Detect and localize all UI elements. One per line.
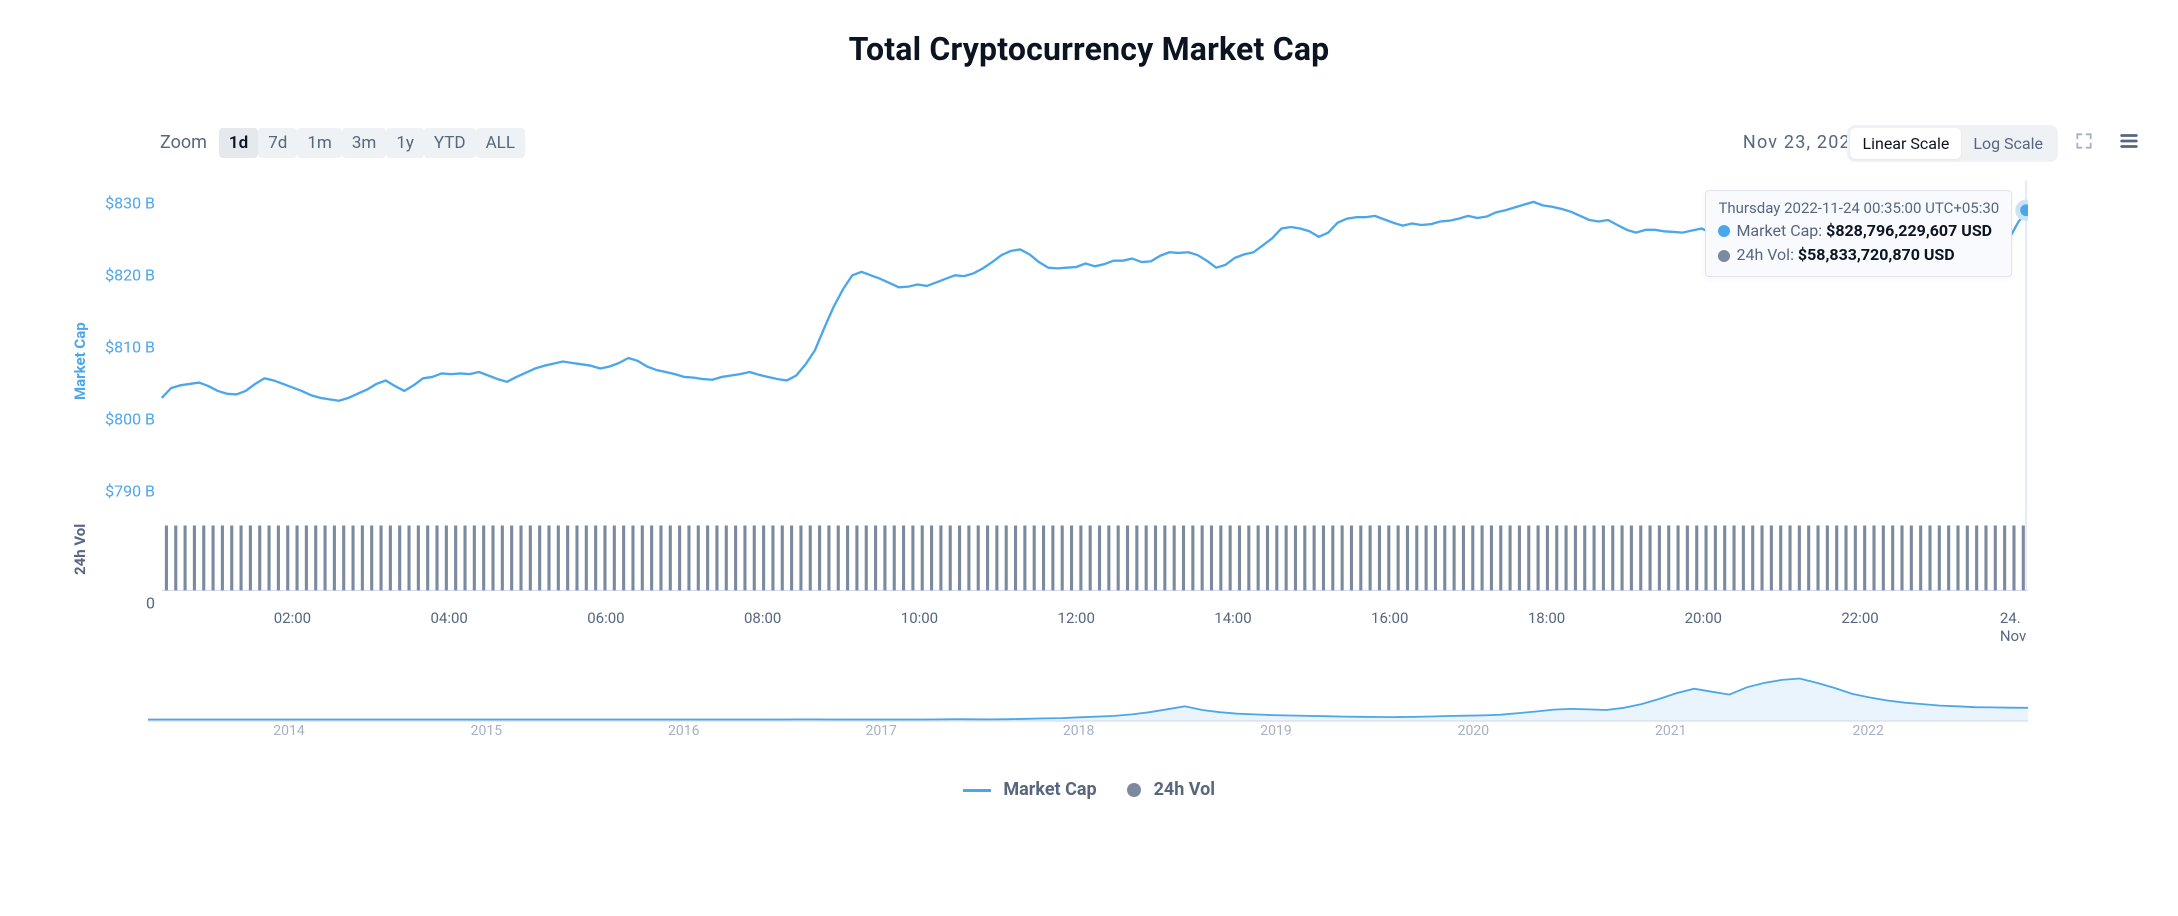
date-from[interactable]: Nov 23, 2022 bbox=[1743, 132, 1862, 153]
nav-tick: 2015 bbox=[471, 723, 502, 739]
page-title: Total Cryptocurrency Market Cap bbox=[30, 30, 2148, 68]
navigator-ticks: 2014 2015 2016 2017 2018 2019 2020 2021 2022 bbox=[148, 723, 2028, 743]
menu-icon[interactable] bbox=[2110, 122, 2148, 164]
nav-tick: 2020 bbox=[1458, 723, 1489, 739]
zoom-row: Zoom 1d7d1m3m1yYTDALL Nov 23, 2022 → Nov… bbox=[160, 132, 2028, 153]
zoom-3m-button[interactable]: 3m bbox=[342, 128, 386, 158]
x-tick: 06:00 bbox=[587, 609, 624, 627]
linear-scale-button[interactable]: Linear Scale bbox=[1850, 128, 1961, 159]
legend-line-icon bbox=[963, 789, 991, 792]
x-tick: 20:00 bbox=[1685, 609, 1722, 627]
main-chart[interactable]: Market Cap 24h Vol $790 B$800 B$810 B$82… bbox=[55, 175, 2028, 665]
navigator[interactable]: 2014 2015 2016 2017 2018 2019 2020 2021 2022 bbox=[148, 673, 2028, 743]
nav-tick: 2019 bbox=[1260, 723, 1291, 739]
chart-toolbar: Linear Scale Log Scale bbox=[1847, 122, 2148, 164]
zoom-1m-button[interactable]: 1m bbox=[297, 128, 341, 158]
zoom-buttons: Zoom 1d7d1m3m1yYTDALL bbox=[160, 132, 525, 153]
tooltip-row: 24h Vol: $58,833,720,870 USD bbox=[1718, 243, 1999, 268]
x-tick: 04:00 bbox=[430, 609, 467, 627]
x-axis-ticks: 02:00 04:00 06:00 08:00 10:00 12:00 14:00 16:00… bbox=[55, 609, 2028, 633]
nav-tick: 2022 bbox=[1852, 723, 1883, 739]
tooltip-row: Market Cap: $828,796,229,607 USD bbox=[1718, 219, 1999, 244]
zoom-1d-button[interactable]: 1d bbox=[219, 128, 258, 158]
nav-tick: 2018 bbox=[1063, 723, 1094, 739]
zoom-ytd-button[interactable]: YTD bbox=[424, 128, 476, 158]
x-tick: 10:00 bbox=[901, 609, 938, 627]
zoom-all-button[interactable]: ALL bbox=[476, 128, 525, 158]
x-tick: 22:00 bbox=[1841, 609, 1878, 627]
legend-dot-icon bbox=[1127, 783, 1141, 797]
x-tick: 24. Nov bbox=[2000, 609, 2026, 645]
zoom-7d-button[interactable]: 7d bbox=[258, 128, 297, 158]
chart-tooltip: Thursday 2022-11-24 00:35:00 UTC+05:30 Ma… bbox=[1705, 190, 2012, 278]
nav-tick: 2016 bbox=[668, 723, 699, 739]
scale-toggle: Linear Scale Log Scale bbox=[1847, 125, 2058, 162]
x-tick: 14:00 bbox=[1214, 609, 1251, 627]
log-scale-button[interactable]: Log Scale bbox=[1961, 128, 2055, 159]
zoom-1y-button[interactable]: 1y bbox=[386, 128, 424, 158]
legend-market-cap[interactable]: Market Cap bbox=[1003, 779, 1096, 800]
nav-tick: 2017 bbox=[865, 723, 896, 739]
x-tick: 02:00 bbox=[274, 609, 311, 627]
x-tick: 18:00 bbox=[1528, 609, 1565, 627]
zoom-label: Zoom bbox=[160, 132, 207, 153]
legend-vol[interactable]: 24h Vol bbox=[1154, 779, 1216, 800]
legend: Market Cap 24h Vol bbox=[30, 779, 2148, 800]
nav-tick: 2021 bbox=[1655, 723, 1686, 739]
tooltip-time: Thursday 2022-11-24 00:35:00 UTC+05:30 bbox=[1718, 199, 1999, 217]
x-tick: 08:00 bbox=[744, 609, 781, 627]
nav-tick: 2014 bbox=[273, 723, 304, 739]
x-tick: 16:00 bbox=[1371, 609, 1408, 627]
x-tick: 12:00 bbox=[1058, 609, 1095, 627]
fullscreen-icon[interactable] bbox=[2066, 123, 2102, 163]
